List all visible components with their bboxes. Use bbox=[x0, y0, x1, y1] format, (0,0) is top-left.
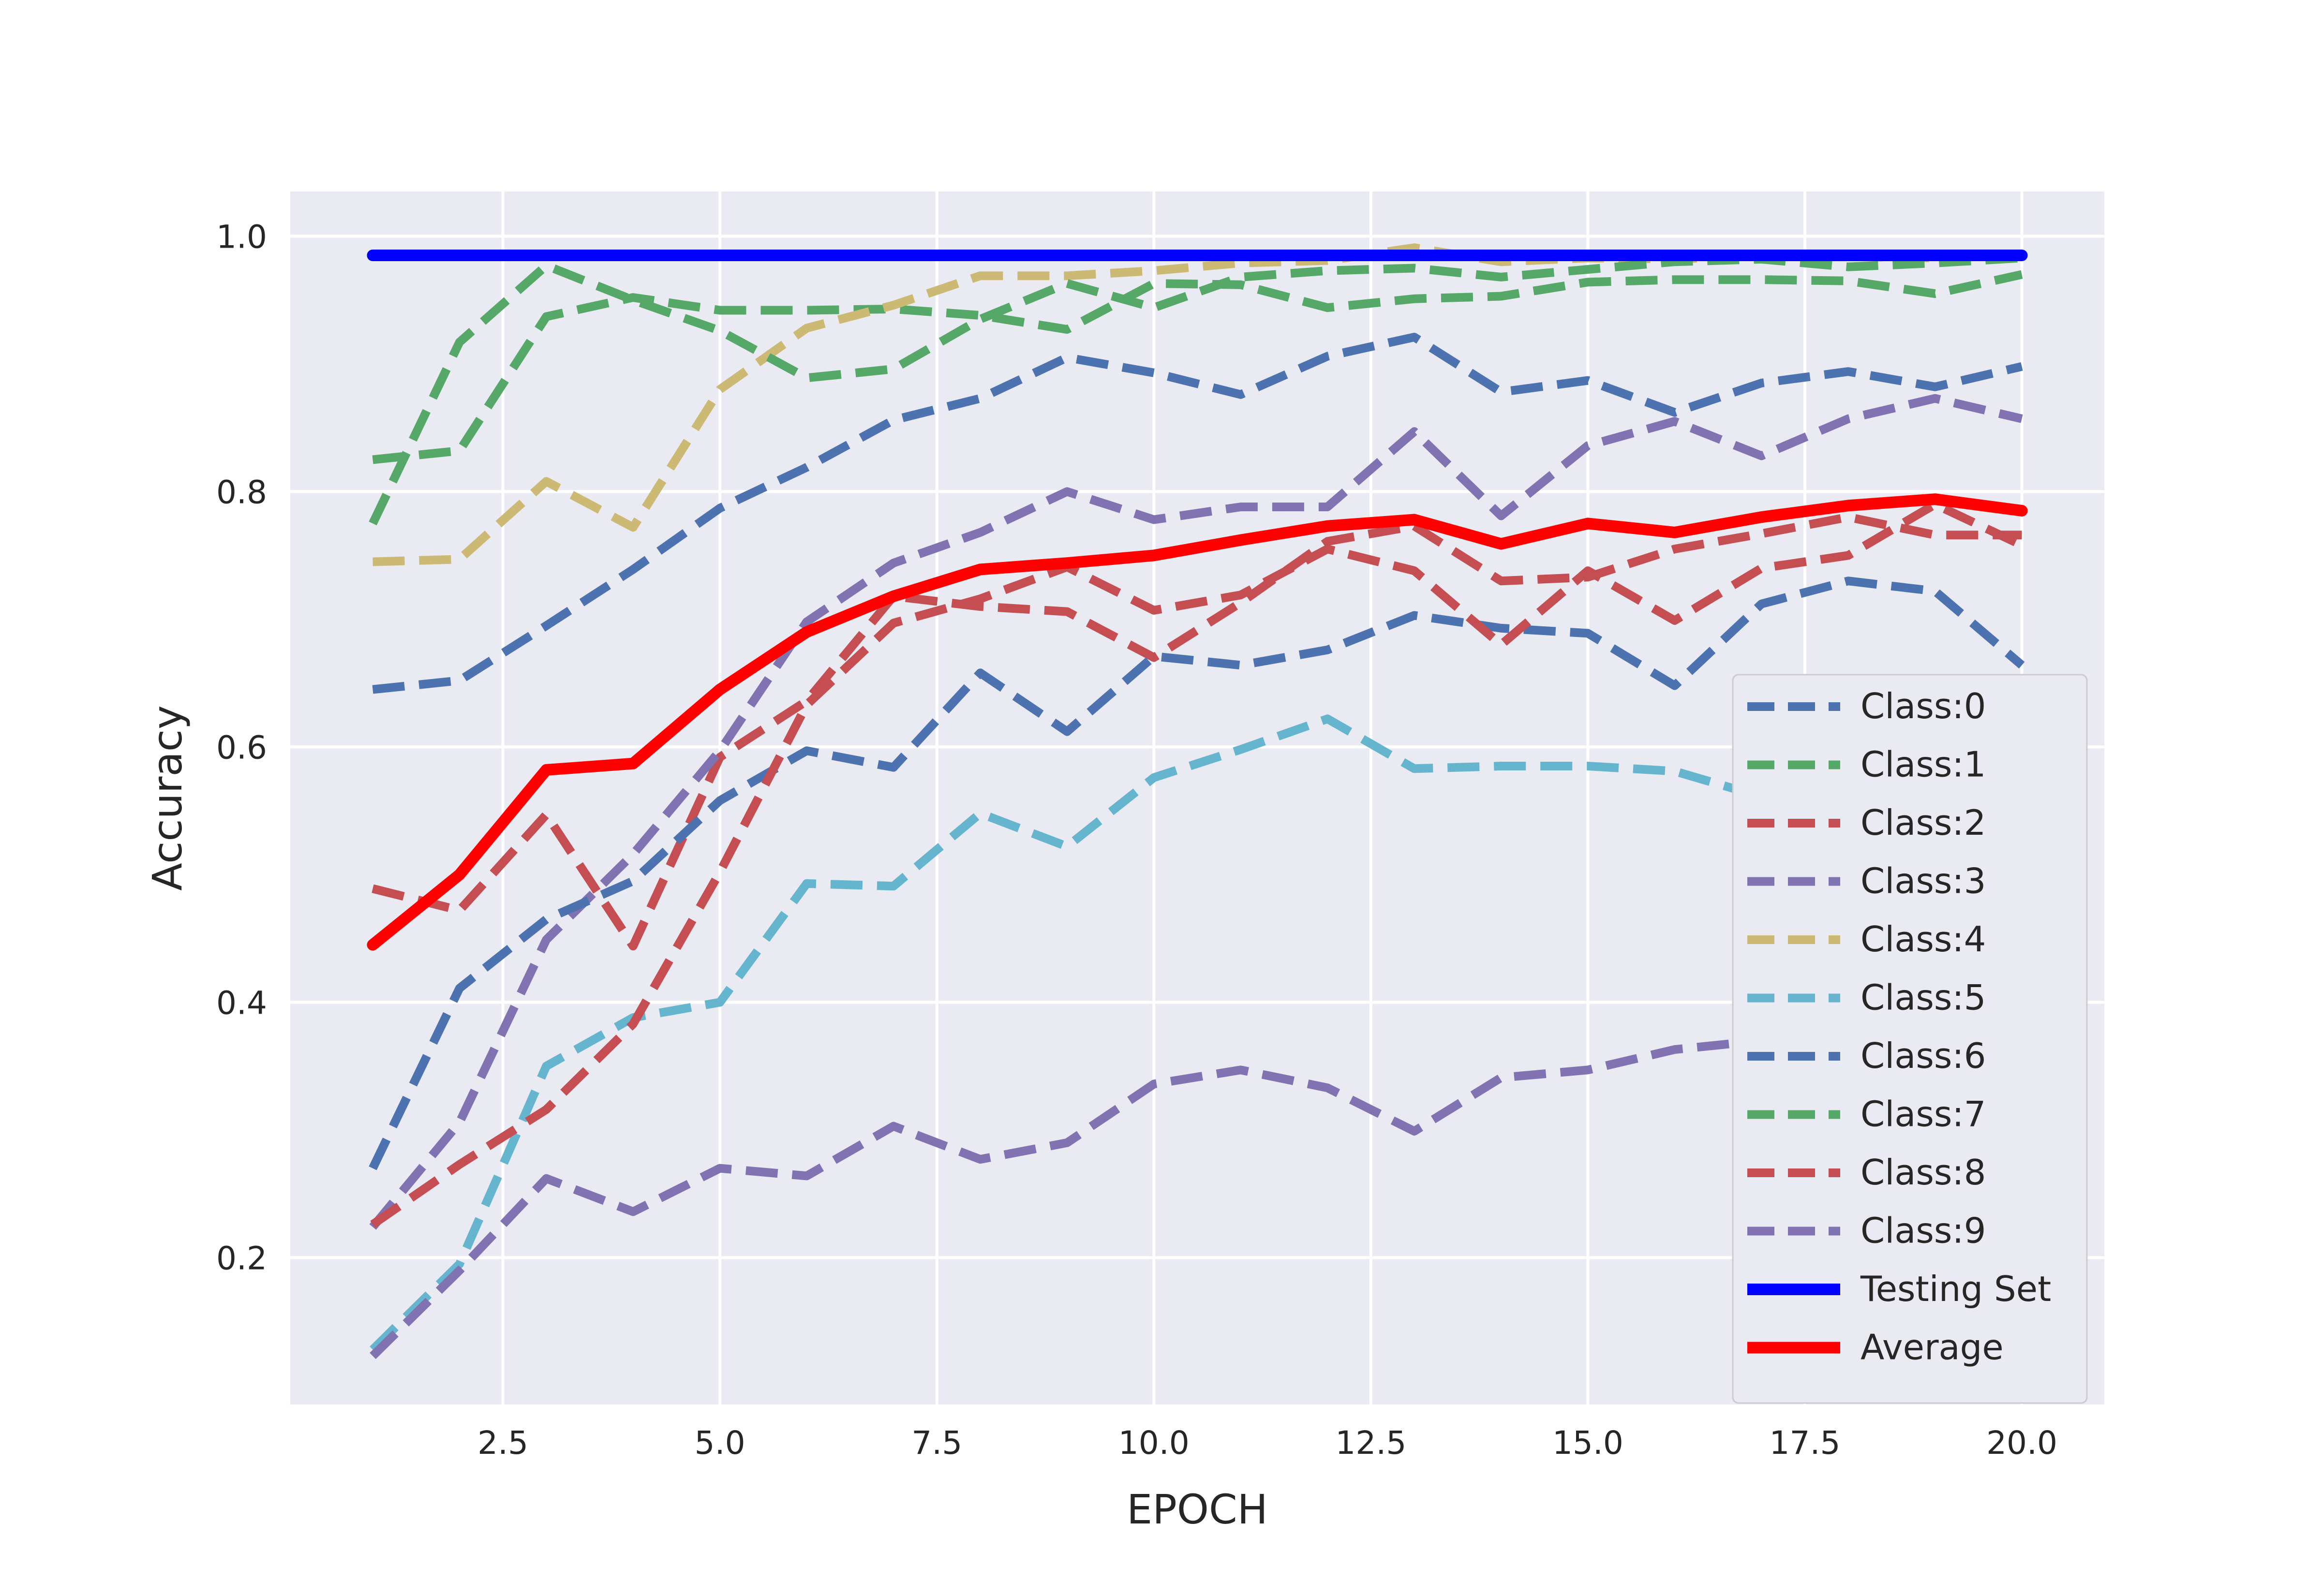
y-tick-label: 0.4 bbox=[216, 984, 267, 1021]
x-tick-label: 7.5 bbox=[911, 1424, 962, 1462]
y-tick-label: 1.0 bbox=[216, 218, 267, 255]
legend-label-class-5: Class:5 bbox=[1861, 977, 1986, 1018]
legend-label-class-7: Class:7 bbox=[1861, 1094, 1986, 1135]
x-axis-ticks: 2.5 5.0 7.5 10.0 12.5 15.0 17.5 20.0 bbox=[477, 1424, 2057, 1462]
legend-label-class-2: Class:2 bbox=[1861, 802, 1986, 843]
legend-frame bbox=[1732, 674, 2088, 1404]
x-tick-label: 17.5 bbox=[1770, 1424, 1841, 1462]
y-tick-label: 0.6 bbox=[216, 729, 267, 766]
legend-label-class-3: Class:3 bbox=[1861, 861, 1986, 901]
x-tick-label: 15.0 bbox=[1552, 1424, 1623, 1462]
series-class-0-line bbox=[372, 333, 2023, 694]
series-class-7-line bbox=[369, 253, 2023, 526]
legend-label-class-4: Class:4 bbox=[1861, 919, 1986, 960]
series-class-1-line bbox=[372, 270, 2023, 464]
legend-label-class-9: Class:9 bbox=[1861, 1211, 1986, 1251]
y-axis-ticks: 0.2 0.4 0.6 0.8 1.0 bbox=[216, 218, 267, 1277]
x-tick-label: 10.0 bbox=[1118, 1424, 1190, 1462]
legend-label-average: Average bbox=[1861, 1327, 2004, 1368]
series-class-3-line bbox=[369, 394, 2023, 1230]
series-class-4-line bbox=[372, 243, 2022, 566]
legend-label-class-0: Class:0 bbox=[1861, 686, 1986, 726]
x-tick-label: 5.0 bbox=[695, 1424, 745, 1462]
x-tick-label: 2.5 bbox=[477, 1424, 528, 1462]
series-average-line bbox=[367, 493, 2028, 951]
y-tick-label: 0.2 bbox=[216, 1240, 267, 1277]
y-tick-label: 0.8 bbox=[216, 473, 267, 511]
legend-label-testing-set: Testing Set bbox=[1860, 1269, 2051, 1309]
y-axis-label: Accuracy bbox=[144, 705, 191, 891]
x-tick-label: 12.5 bbox=[1335, 1424, 1406, 1462]
legend: Class:0 Class:1 Class:2 Class:3 Class:4 Class… bbox=[1732, 674, 2088, 1404]
legend-label-class-8: Class:8 bbox=[1861, 1152, 1986, 1193]
legend-label-class-1: Class:1 bbox=[1861, 744, 1986, 785]
x-axis-label: EPOCH bbox=[1127, 1486, 1268, 1533]
series-class-2-line bbox=[372, 513, 2022, 951]
x-tick-label: 20.0 bbox=[1986, 1424, 2057, 1462]
legend-label-class-6: Class:6 bbox=[1861, 1035, 1986, 1076]
series-class-8-line bbox=[370, 500, 2024, 1228]
series-class-6-line bbox=[369, 576, 2025, 1170]
